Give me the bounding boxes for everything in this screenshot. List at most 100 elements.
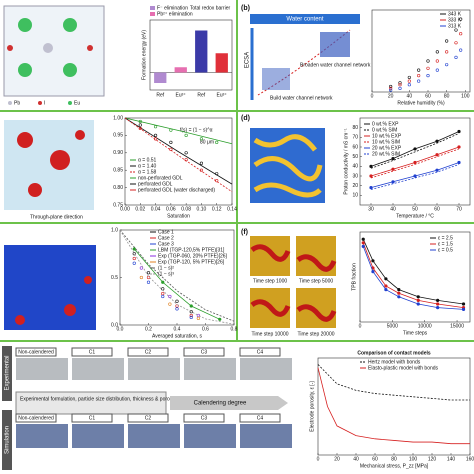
data-point [389, 88, 393, 92]
data-point [215, 172, 219, 176]
data-point [417, 73, 421, 78]
legend-label: 313 K [448, 23, 462, 29]
x-axis-label: Relative humidity (%) [397, 100, 445, 106]
series-line [317, 367, 470, 445]
data-point [161, 287, 165, 291]
stage-label: C3 [201, 349, 208, 355]
legend-label: Case 3 [158, 241, 174, 247]
legend-swatch [150, 12, 155, 16]
data-point [153, 125, 158, 129]
data-point [435, 153, 439, 157]
x-tick-label: 0.14 [227, 206, 237, 212]
legend-swatch [150, 6, 155, 10]
annotation: 80 μm [200, 139, 214, 145]
annotation: f(s) = (1 − s)^α [180, 127, 213, 133]
data-point [426, 59, 430, 63]
data-point [417, 79, 421, 83]
x-tick-label: 40 [407, 93, 413, 99]
stage-label: Non-calendered [18, 415, 54, 421]
y-tick-label: 0.75 [113, 202, 123, 208]
legend-label: α = 0.51 [138, 157, 157, 163]
data-point [391, 180, 395, 184]
data-point [435, 59, 439, 63]
data-point [146, 280, 151, 284]
series-line [119, 229, 235, 322]
x-tick-label: 0.6 [202, 326, 209, 332]
trend [257, 29, 351, 96]
y-tick-label: 10 [352, 193, 358, 199]
text: ECSA [245, 52, 251, 68]
legend-label: Case 1 [158, 229, 174, 235]
micro-image [320, 32, 350, 57]
data-point [398, 81, 402, 85]
row-band [2, 410, 12, 470]
x-tick-label: 0.2 [145, 326, 152, 332]
legend-label: LBM (TGP-120,5% PTFE)[31] [158, 247, 225, 253]
panel-label: (d) [241, 115, 250, 122]
data-point [398, 83, 402, 87]
data-point [389, 86, 393, 90]
plot-frame [371, 9, 471, 93]
legend-label: α = 1.40 [138, 163, 157, 169]
texture [253, 134, 323, 198]
text: Build water channel network [270, 95, 333, 101]
data-point [384, 284, 388, 288]
microstructures [250, 236, 337, 328]
y-tick-label: 0.0 [111, 322, 118, 328]
data-point [146, 275, 151, 280]
data-point [369, 164, 373, 168]
stage-tag [183, 347, 225, 357]
data-point [215, 179, 219, 183]
image-caption: Time step 20000 [297, 331, 334, 337]
y-tick-label: 1.00 [113, 115, 123, 121]
data-point [369, 174, 373, 178]
y-axis-label: Electrode porosity, ε [-] [309, 381, 315, 432]
plot-frame [119, 229, 235, 326]
data-point [397, 291, 401, 295]
y-tick-label: 0.95 [113, 133, 123, 139]
stage-label: C3 [201, 415, 208, 421]
x-tick-label: 0.00 [120, 206, 130, 212]
data-point [413, 147, 417, 151]
x-tick-label: 0.8 [231, 326, 238, 332]
data-point [384, 288, 388, 292]
x-axis-label: Time steps [403, 330, 428, 336]
x-tick-label: 0.08 [181, 206, 191, 212]
bar [154, 72, 167, 83]
data-point [189, 304, 193, 308]
series-line [119, 229, 235, 325]
x-tick-label: 5000 [387, 323, 398, 329]
x-tick-label: 80 [391, 456, 397, 462]
text: Experimental formulation, particle size … [20, 396, 178, 402]
plot-frame [124, 117, 233, 206]
data-point [457, 160, 461, 165]
data-point [138, 126, 142, 131]
x-tick-label: 0.02 [135, 206, 145, 212]
panel-label: (b) [241, 5, 250, 12]
data-point [184, 158, 188, 162]
data-point [416, 302, 420, 306]
stage-label: C4 [257, 349, 264, 355]
x-tick-label: 0.06 [166, 206, 176, 212]
x-tick-label: 40 [390, 206, 396, 212]
data-point [417, 68, 421, 72]
data-point [138, 119, 142, 124]
legend-label: ε = 0.5 [438, 247, 453, 253]
y-tick-label: 80 [352, 125, 358, 131]
annotation: Total redox barrier [190, 5, 231, 11]
x-tick-label: 0 [371, 93, 374, 99]
stage-tag [71, 413, 113, 423]
stage-tag [15, 413, 57, 423]
data-point [184, 133, 188, 137]
data-point [371, 259, 375, 263]
x-tick-label: 40 [353, 456, 359, 462]
micrograph [184, 424, 236, 448]
stage-label: C1 [89, 415, 96, 421]
stage-label: C2 [145, 349, 152, 355]
data-point [398, 86, 402, 90]
y-axis-label: TPB fraction [351, 263, 357, 291]
x-tick-label: 0 [317, 456, 320, 462]
data-point [153, 137, 158, 141]
data-point [407, 79, 411, 83]
x-tick-label: 30 [368, 206, 374, 212]
